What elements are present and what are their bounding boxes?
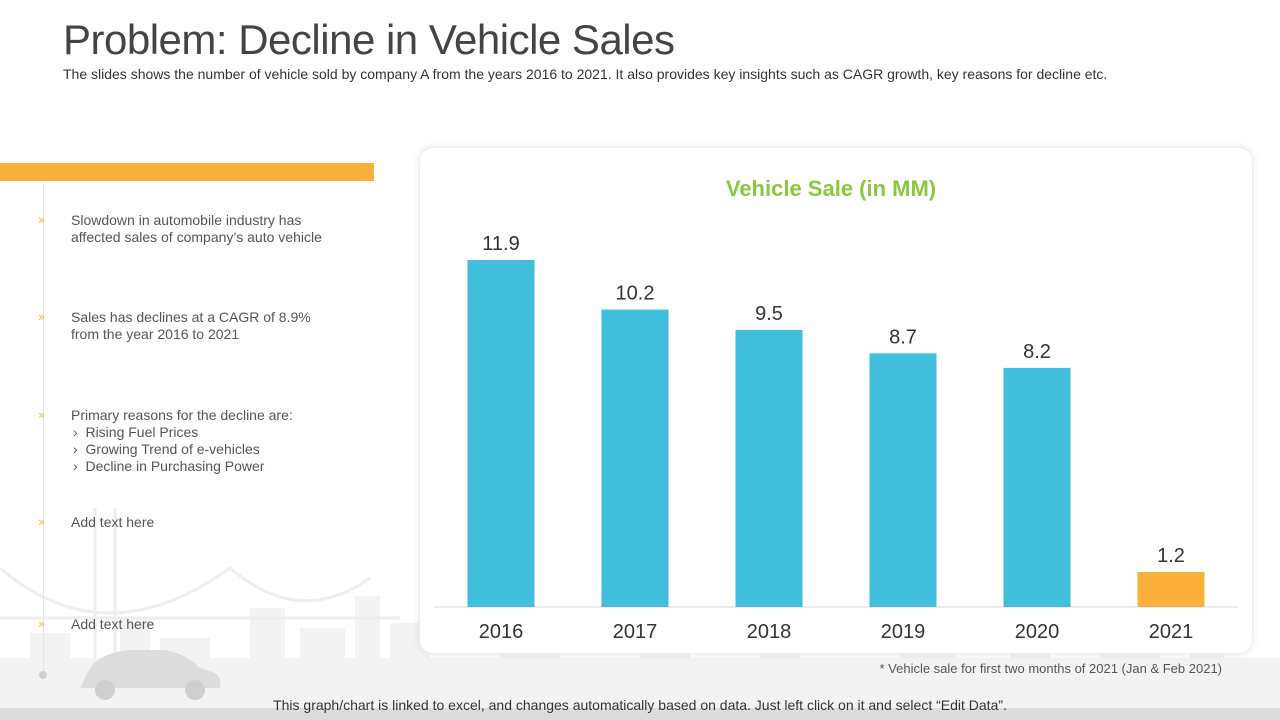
- bottom-band: [0, 708, 1280, 720]
- chevron-icon: »: [38, 617, 46, 631]
- skyline-background-illustration: [0, 508, 1280, 708]
- bar-2021[interactable]: [1137, 572, 1205, 607]
- bullet-text-line: Primary reasons for the decline are:: [71, 407, 293, 423]
- bar-chart[interactable]: Vehicle Sale (in MM) 11.9 2016 10.2 2017 9.5…: [420, 148, 1252, 653]
- x-tick-label-2020: 2020: [1015, 621, 1060, 643]
- x-tick-label-2016: 2016: [479, 621, 524, 643]
- x-tick-label-2021: 2021: [1149, 621, 1194, 643]
- sub-bullet: › Rising Fuel Prices: [73, 424, 199, 440]
- chevron-icon: »: [38, 515, 46, 529]
- data-label-2017: 10.2: [616, 283, 655, 305]
- data-label-2021: 1.2: [1157, 545, 1185, 567]
- bullet-text-line: from the year 2016 to 2021: [71, 326, 240, 342]
- sub-bullet-chevron-icon: ›: [73, 458, 78, 474]
- x-tick-label-2017: 2017: [613, 621, 658, 643]
- x-tick-label-2019: 2019: [881, 621, 926, 643]
- timeline-end-dot: [39, 671, 47, 679]
- bullet-text-line: Sales has declines at a CAGR of 8.9%: [71, 309, 311, 325]
- chevron-icon: »: [38, 310, 46, 324]
- bullet-text-line: affected sales of company’s auto vehicle: [71, 229, 322, 245]
- chart-title: Vehicle Sale (in MM): [726, 176, 936, 201]
- bar-2016[interactable]: [467, 260, 535, 607]
- chevron-icon: »: [38, 408, 46, 422]
- sub-bullet-chevron-icon: ›: [73, 441, 78, 457]
- sub-bullet: › Decline in Purchasing Power: [73, 458, 265, 474]
- timeline-line: [43, 181, 44, 673]
- accent-bar: [0, 163, 374, 181]
- x-tick-label-2018: 2018: [747, 621, 792, 643]
- chevron-icon: »: [38, 213, 46, 227]
- bar-2019[interactable]: [869, 353, 937, 607]
- sub-bullet: › Growing Trend of e-vehicles: [73, 441, 260, 457]
- bullet-text-line: Slowdown in automobile industry has: [71, 212, 302, 228]
- data-label-2018: 9.5: [755, 303, 783, 325]
- bar-2018[interactable]: [735, 329, 803, 607]
- data-label-2019: 8.7: [889, 326, 917, 348]
- page-subtitle: The slides shows the number of vehicle s…: [63, 66, 1108, 82]
- sub-bullet-chevron-icon: ›: [73, 424, 78, 440]
- data-label-2016: 11.9: [482, 233, 519, 255]
- chart-card[interactable]: Vehicle Sale (in MM) 11.9 2016 10.2 2017 9.5…: [419, 147, 1253, 654]
- bar-2020[interactable]: [1003, 367, 1071, 607]
- data-label-2020: 8.2: [1023, 341, 1051, 363]
- page-title: Problem: Decline in Vehicle Sales: [63, 16, 675, 63]
- bullet-text-line: Add text here: [71, 616, 155, 632]
- bar-2017[interactable]: [601, 309, 669, 607]
- chart-footnote: * Vehicle sale for first two months of 2…: [879, 661, 1222, 676]
- bottom-note: This graph/chart is linked to excel, and…: [273, 697, 1007, 713]
- bullet-text-line: Add text here: [71, 514, 155, 530]
